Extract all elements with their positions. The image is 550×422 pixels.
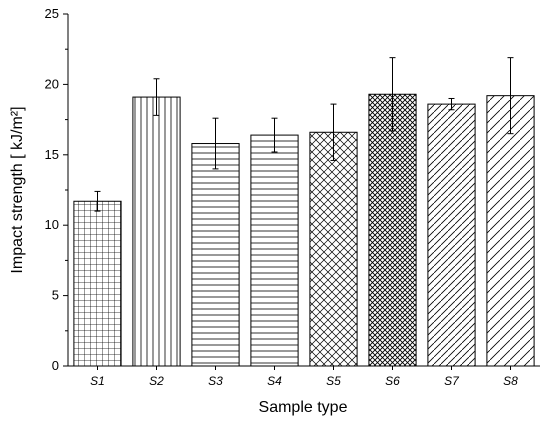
y-tick-label: 20: [45, 76, 59, 91]
bar-S6: [368, 93, 417, 367]
bar-S5: [309, 131, 358, 367]
bar-S8: [486, 95, 535, 367]
x-tick-label-S2: S2: [149, 374, 164, 388]
bar-S3: [191, 143, 240, 367]
x-axis-title: Sample type: [259, 399, 348, 416]
x-tick-label-S7: S7: [444, 374, 460, 388]
y-tick-label: 5: [52, 288, 59, 303]
bar-S7: [427, 103, 476, 367]
bar-S2: [132, 96, 181, 367]
bar-S1: [73, 200, 122, 367]
x-tick-label-S3: S3: [208, 374, 223, 388]
x-tick-label-S6: S6: [385, 374, 400, 388]
x-tick-label-S5: S5: [326, 374, 341, 388]
x-tick-label-S4: S4: [267, 374, 282, 388]
y-tick-label: 15: [45, 147, 59, 162]
y-axis-title: Impact strength [ kJ/m²]: [9, 106, 26, 273]
y-tick-label: 10: [45, 217, 59, 232]
x-tick-label-S1: S1: [90, 374, 105, 388]
bar-S4: [250, 134, 299, 367]
y-tick-label: 0: [52, 358, 59, 373]
y-tick-label: 25: [45, 6, 59, 21]
x-tick-label-S8: S8: [503, 374, 518, 388]
